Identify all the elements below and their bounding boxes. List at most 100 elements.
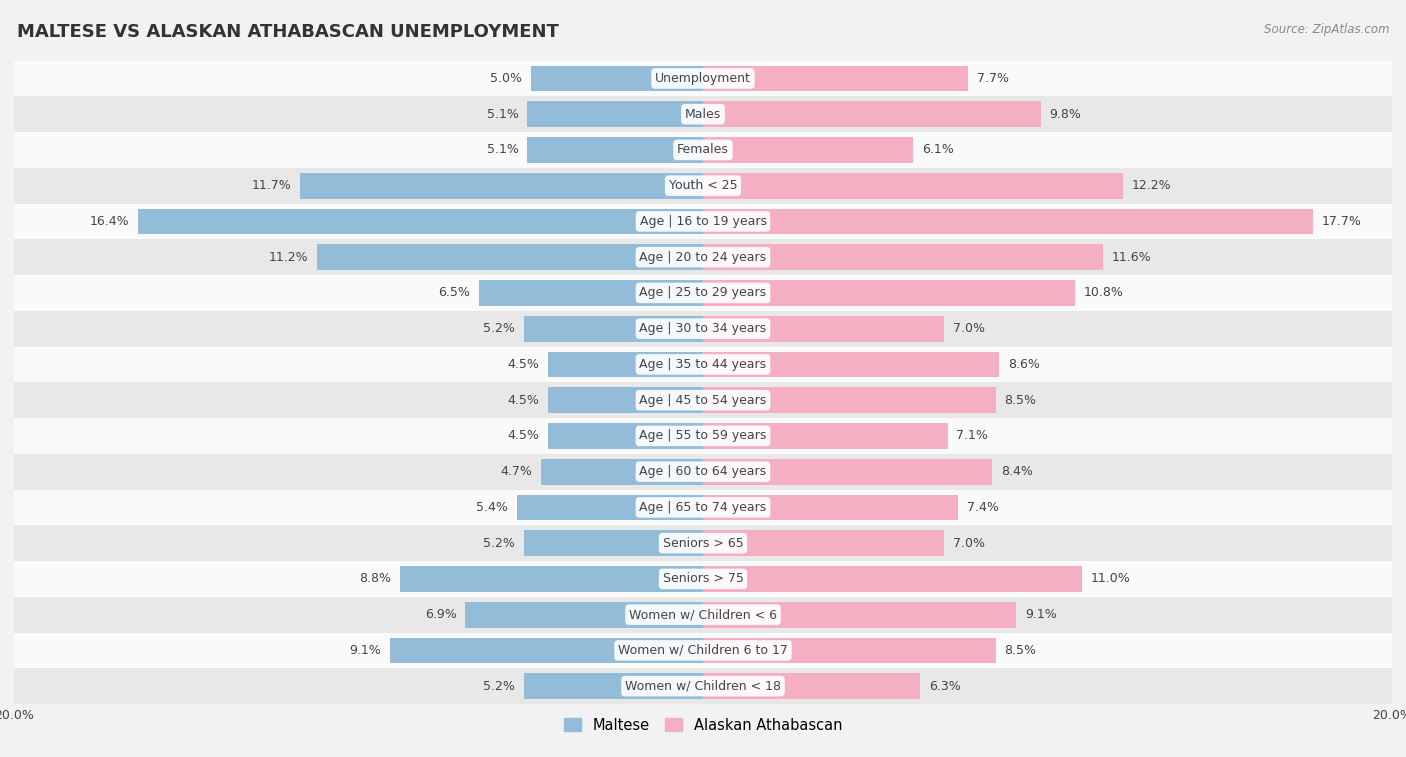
Text: Seniors > 65: Seniors > 65 [662,537,744,550]
Text: 6.9%: 6.9% [425,608,457,621]
Text: Females: Females [678,143,728,157]
Bar [14,132,1392,168]
Text: 5.0%: 5.0% [491,72,522,85]
Text: 5.2%: 5.2% [484,537,515,550]
Text: 7.1%: 7.1% [956,429,988,442]
Legend: Maltese, Alaskan Athabascan: Maltese, Alaskan Athabascan [558,712,848,739]
Text: Seniors > 75: Seniors > 75 [662,572,744,585]
Text: 7.0%: 7.0% [953,537,984,550]
Bar [548,423,703,449]
Text: 4.5%: 4.5% [508,394,540,407]
Bar [14,382,1392,418]
Text: Age | 25 to 29 years: Age | 25 to 29 years [640,286,766,300]
Bar [703,531,945,556]
Text: Youth < 25: Youth < 25 [669,179,737,192]
Bar [479,280,703,306]
Bar [524,673,703,699]
Text: Women w/ Children 6 to 17: Women w/ Children 6 to 17 [619,644,787,657]
Bar [399,566,703,592]
Text: 5.2%: 5.2% [484,680,515,693]
Bar [14,204,1392,239]
Text: 10.8%: 10.8% [1084,286,1123,300]
Bar [389,637,703,663]
Text: 5.2%: 5.2% [484,322,515,335]
Bar [14,668,1392,704]
Text: 6.1%: 6.1% [922,143,953,157]
Text: Age | 55 to 59 years: Age | 55 to 59 years [640,429,766,442]
Bar [703,602,1017,628]
Text: 4.7%: 4.7% [501,465,533,478]
Bar [524,531,703,556]
Text: 6.5%: 6.5% [439,286,471,300]
Bar [14,597,1392,633]
Bar [14,239,1392,275]
Text: 8.6%: 8.6% [1008,358,1039,371]
Text: 8.4%: 8.4% [1001,465,1033,478]
Text: 5.1%: 5.1% [486,107,519,120]
Bar [703,66,969,92]
Text: Age | 60 to 64 years: Age | 60 to 64 years [640,465,766,478]
Bar [703,173,1123,198]
Bar [299,173,703,198]
Bar [703,245,1102,270]
Bar [703,101,1040,127]
Text: Age | 20 to 24 years: Age | 20 to 24 years [640,251,766,263]
Text: 5.4%: 5.4% [477,501,509,514]
Bar [14,347,1392,382]
Text: 11.2%: 11.2% [269,251,308,263]
Bar [703,494,957,520]
Text: Age | 65 to 74 years: Age | 65 to 74 years [640,501,766,514]
Text: 9.1%: 9.1% [1025,608,1057,621]
Text: 8.5%: 8.5% [1004,644,1036,657]
Bar [14,525,1392,561]
Bar [517,494,703,520]
Text: 8.5%: 8.5% [1004,394,1036,407]
Bar [703,388,995,413]
Bar [703,566,1083,592]
Text: 11.7%: 11.7% [252,179,291,192]
Text: Unemployment: Unemployment [655,72,751,85]
Text: 7.7%: 7.7% [977,72,1010,85]
Bar [703,316,945,341]
Text: Age | 35 to 44 years: Age | 35 to 44 years [640,358,766,371]
Bar [541,459,703,484]
Text: 9.8%: 9.8% [1049,107,1081,120]
Text: 7.4%: 7.4% [966,501,998,514]
Text: 16.4%: 16.4% [90,215,129,228]
Bar [14,633,1392,668]
Text: 9.1%: 9.1% [349,644,381,657]
Bar [138,208,703,235]
Bar [14,453,1392,490]
Text: 4.5%: 4.5% [508,429,540,442]
Bar [703,208,1313,235]
Bar [703,637,995,663]
Bar [14,311,1392,347]
Bar [527,101,703,127]
Text: Age | 16 to 19 years: Age | 16 to 19 years [640,215,766,228]
Text: Source: ZipAtlas.com: Source: ZipAtlas.com [1264,23,1389,36]
Text: 6.3%: 6.3% [928,680,960,693]
Bar [14,168,1392,204]
Bar [14,561,1392,597]
Text: 11.6%: 11.6% [1111,251,1152,263]
Text: 11.0%: 11.0% [1091,572,1130,585]
Text: Age | 30 to 34 years: Age | 30 to 34 years [640,322,766,335]
Bar [14,61,1392,96]
Text: Women w/ Children < 18: Women w/ Children < 18 [626,680,780,693]
Bar [703,673,920,699]
Text: Women w/ Children < 6: Women w/ Children < 6 [628,608,778,621]
Bar [318,245,703,270]
Text: Age | 45 to 54 years: Age | 45 to 54 years [640,394,766,407]
Text: 4.5%: 4.5% [508,358,540,371]
Bar [465,602,703,628]
Text: 5.1%: 5.1% [486,143,519,157]
Bar [703,459,993,484]
Text: 12.2%: 12.2% [1132,179,1171,192]
Bar [548,351,703,377]
Bar [14,490,1392,525]
Bar [527,137,703,163]
Text: Males: Males [685,107,721,120]
Bar [524,316,703,341]
Bar [14,418,1392,453]
Bar [703,280,1076,306]
